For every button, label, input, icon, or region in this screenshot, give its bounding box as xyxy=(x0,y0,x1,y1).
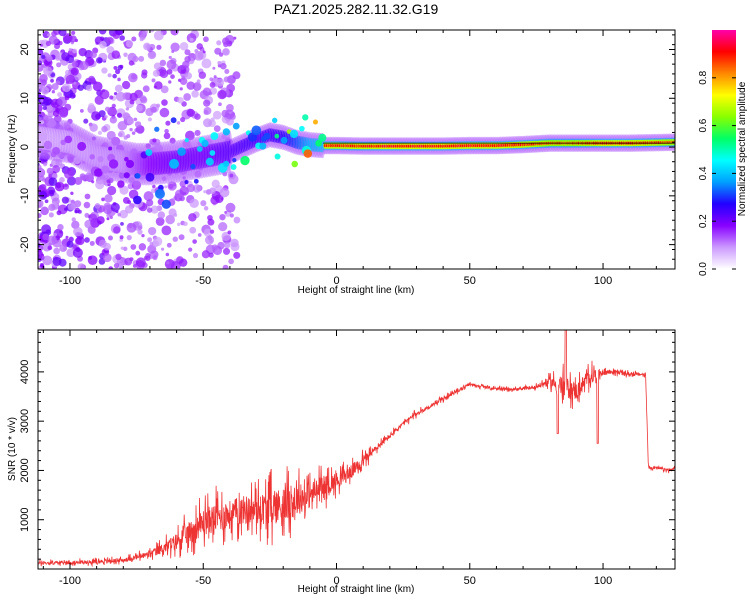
snr-x-tick-label: 50 xyxy=(464,575,476,587)
colorbar-tick-label: 0.0 xyxy=(698,262,709,276)
colorbar-tick-label: 0.6 xyxy=(698,118,709,132)
spectrogram-frame xyxy=(37,29,676,270)
snr-x-tick-label: 0 xyxy=(333,575,339,587)
spectrogram-x-tick-label: 50 xyxy=(464,275,476,287)
snr-frame xyxy=(37,329,676,570)
spectrogram-y-axis-label: Frequency (Hz) xyxy=(7,115,18,184)
snr-x-tick-label: -100 xyxy=(59,575,81,587)
snr-y-axis-label: SNR (10 * v/v) xyxy=(7,417,18,481)
snr-y-tick-label: 3000 xyxy=(19,409,31,433)
spectrogram-image xyxy=(38,30,675,269)
snr-x-tick-label: 100 xyxy=(594,575,612,587)
snr-x-tick-label: -50 xyxy=(195,575,211,587)
spectrogram-x-axis-label: Height of straight line (km) xyxy=(298,285,415,296)
spectrogram-x-tick-label: -100 xyxy=(59,275,81,287)
spectrogram-x-tick-label: 0 xyxy=(333,275,339,287)
snr-panel: -100 -50 0 50 100 1000 2000 3000 4000 Height of … xyxy=(7,329,676,595)
colorbar-tick-label: 0.2 xyxy=(698,214,709,228)
colorbar-label: Normalized spectral amplitude xyxy=(737,81,748,216)
spectrogram-y-tick-label: 10 xyxy=(19,92,31,104)
colorbar: 0.0 0.2 0.4 0.6 0.8 Normalized spectral ampl… xyxy=(698,30,748,276)
snr-y-tick-label: 1000 xyxy=(19,507,31,531)
spectrogram-y-tick-label: 0 xyxy=(19,144,31,150)
spectrogram-x-tick-label: 100 xyxy=(594,275,612,287)
spectrogram-y-tick-label: 20 xyxy=(19,43,31,55)
snr-y-tick-label: 2000 xyxy=(19,458,31,482)
spectrogram-y-tick-label: -20 xyxy=(19,237,31,253)
colorbar-gradient xyxy=(712,30,736,269)
spectrogram-x-tick-label: -50 xyxy=(195,275,211,287)
snr-x-axis-label: Height of straight line (km) xyxy=(298,584,415,595)
spectrogram-y-tick-label: -10 xyxy=(19,188,31,204)
snr-plot-area xyxy=(38,330,675,568)
colorbar-tick-label: 0.8 xyxy=(698,70,709,84)
colorbar-ticks: 0.0 0.2 0.4 0.6 0.8 xyxy=(698,70,736,276)
colorbar-tick-label: 0.4 xyxy=(698,166,709,180)
figure-title: PAZ1.2025.282.11.32.G19 xyxy=(274,1,439,17)
snr-ticks: -100 -50 0 50 100 1000 2000 3000 4000 xyxy=(19,330,675,587)
snr-series-line xyxy=(38,330,675,568)
snr-y-tick-label: 4000 xyxy=(19,360,31,384)
